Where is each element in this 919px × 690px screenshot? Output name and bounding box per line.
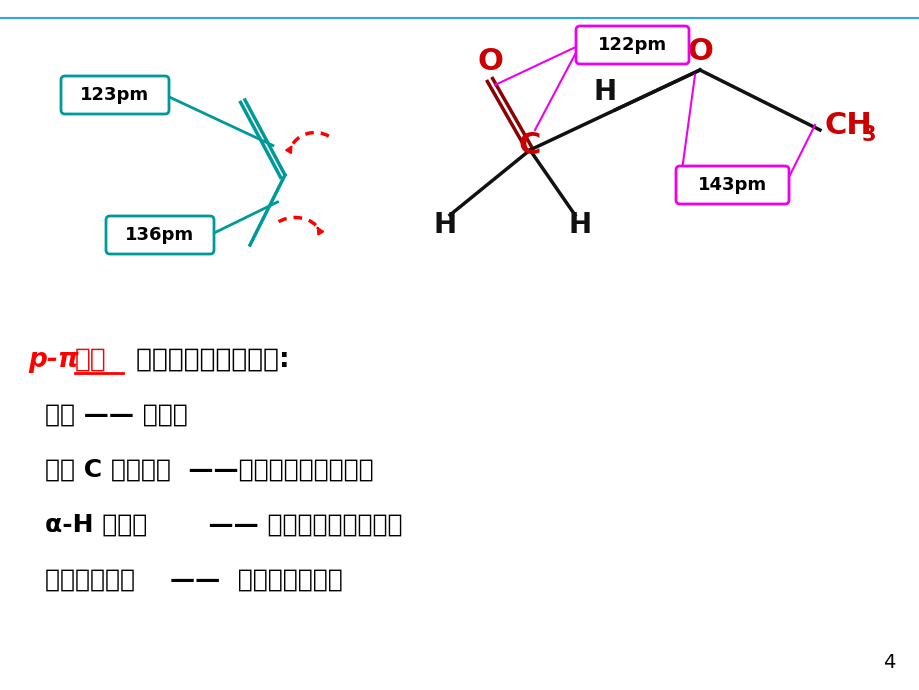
FancyBboxPatch shape xyxy=(61,76,169,114)
Text: 羧基 C 的正电性  ——降低，亲核反应变难: 羧基 C 的正电性 ——降低，亲核反应变难 xyxy=(45,458,373,482)
FancyBboxPatch shape xyxy=(575,26,688,64)
Text: H: H xyxy=(593,78,616,106)
Text: 键长 —— 平均化: 键长 —— 平均化 xyxy=(45,403,187,427)
Text: CH: CH xyxy=(824,110,872,139)
Text: 共轭: 共轭 xyxy=(75,347,107,373)
Text: O: O xyxy=(686,37,712,66)
Text: p-π: p-π xyxy=(28,347,79,373)
Text: 4: 4 xyxy=(881,653,894,672)
Text: α-H 的活性       —— 降低，诱导效应减弱: α-H 的活性 —— 降低，诱导效应减弱 xyxy=(45,513,403,537)
Text: O: O xyxy=(477,48,503,77)
Text: 122pm: 122pm xyxy=(597,36,666,54)
Text: 136pm: 136pm xyxy=(125,226,194,244)
Text: H: H xyxy=(433,211,456,239)
Text: 羧羟基的酸性    ——  增强，极性增强: 羧羟基的酸性 —— 增强，极性增强 xyxy=(45,568,343,592)
Text: 123pm: 123pm xyxy=(80,86,150,104)
FancyBboxPatch shape xyxy=(675,166,789,204)
Text: C: C xyxy=(518,130,540,159)
FancyBboxPatch shape xyxy=(106,216,214,254)
Text: H: H xyxy=(568,211,591,239)
Text: 对结构与性质的影响:: 对结构与性质的影响: xyxy=(127,347,289,373)
Text: 143pm: 143pm xyxy=(698,176,766,194)
Text: 3: 3 xyxy=(861,125,876,145)
